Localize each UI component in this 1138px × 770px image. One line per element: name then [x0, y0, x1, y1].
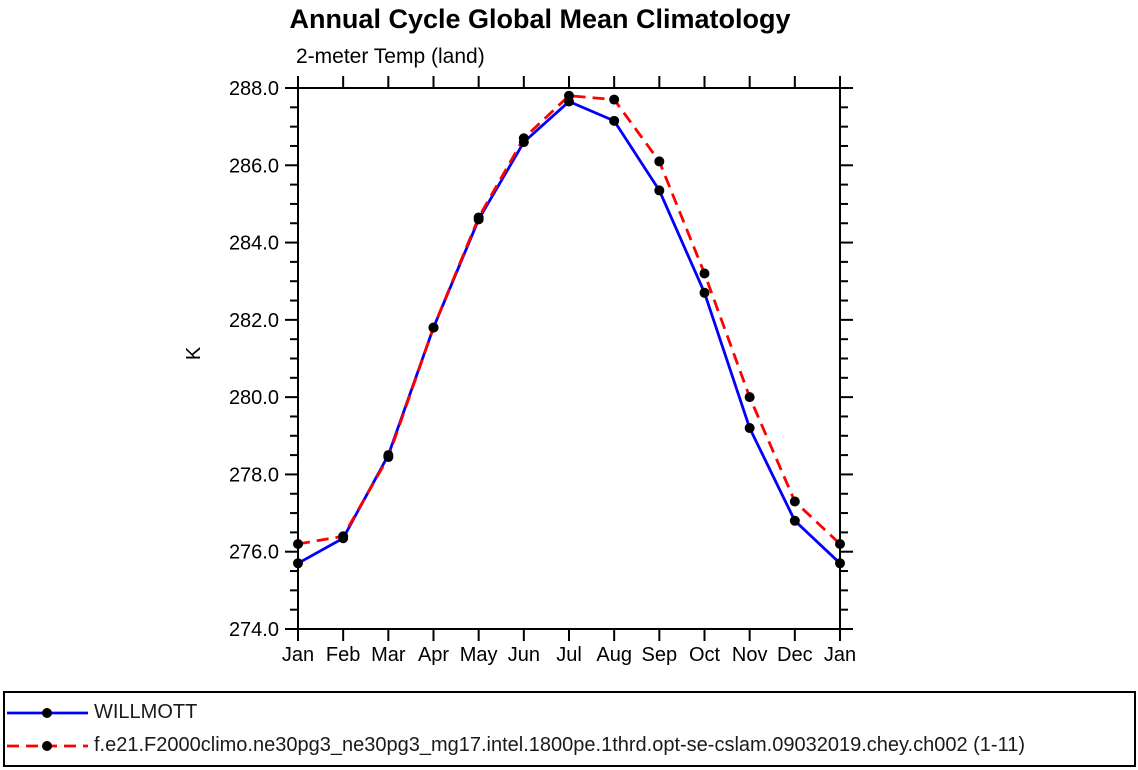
svg-text:May: May [460, 644, 498, 666]
svg-text:Feb: Feb [326, 644, 360, 666]
svg-text:278.0: 278.0 [229, 464, 279, 486]
series-line-1 [297, 94, 841, 546]
svg-text:288.0: 288.0 [229, 78, 279, 100]
legend-label-willmott: WILLMOTT [94, 701, 198, 723]
y-axis-label: K [183, 346, 206, 361]
svg-text:Dec: Dec [777, 644, 813, 666]
svg-text:Sep: Sep [642, 644, 678, 666]
svg-text:280.0: 280.0 [229, 387, 279, 409]
x-ticks [297, 76, 841, 641]
svg-text:274.0: 274.0 [229, 619, 279, 641]
svg-text:286.0: 286.0 [229, 155, 279, 177]
svg-text:Mar: Mar [371, 644, 406, 666]
legend-blue-solid-line-icon [7, 707, 88, 718]
legend-item-willmott: WILLMOTT [5, 696, 1134, 729]
series-markers-1 [293, 90, 845, 549]
legend-item-model-case: f.e21.F2000climo.ne30pg3_ne30pg3_mg17.in… [5, 729, 1134, 762]
svg-text:282.0: 282.0 [229, 310, 279, 332]
svg-text:Oct: Oct [689, 644, 721, 666]
svg-text:Jul: Jul [556, 644, 582, 666]
svg-text:284.0: 284.0 [229, 233, 279, 255]
svg-text:276.0: 276.0 [229, 542, 279, 564]
chart-legend: WILLMOTT f.e21.F2000climo.ne30pg3_ne30pg… [3, 691, 1136, 767]
svg-text:Jan: Jan [824, 644, 856, 666]
legend-label-model-case: f.e21.F2000climo.ne30pg3_ne30pg3_mg17.in… [94, 734, 1026, 756]
x-tick-labels: Jan Feb Mar Apr May Jun Jul Aug Sep Oct Nov Dec Jan [282, 644, 856, 666]
y-tick-labels: 274.0 276.0 278.0 280.0 282.0 284.0 286.0 288.0 [229, 78, 279, 641]
svg-text:Jun: Jun [508, 644, 540, 666]
svg-text:Nov: Nov [732, 644, 768, 666]
series-markers-0 [293, 96, 845, 569]
chart-subtitle: 2-meter Temp (land) [296, 45, 485, 68]
series-line-0 [297, 99, 841, 565]
annual-cycle-chart: 274.0 276.0 278.0 280.0 282.0 284.0 286.0 288.0… [229, 76, 856, 666]
y-ticks [285, 87, 853, 630]
svg-text:Apr: Apr [418, 644, 449, 666]
legend-red-dashed-line-icon [7, 740, 88, 751]
chart-title: Annual Cycle Global Mean Climatology [289, 4, 791, 34]
svg-text:Aug: Aug [596, 644, 632, 666]
axes [297, 87, 841, 630]
svg-text:Jan: Jan [282, 644, 314, 666]
